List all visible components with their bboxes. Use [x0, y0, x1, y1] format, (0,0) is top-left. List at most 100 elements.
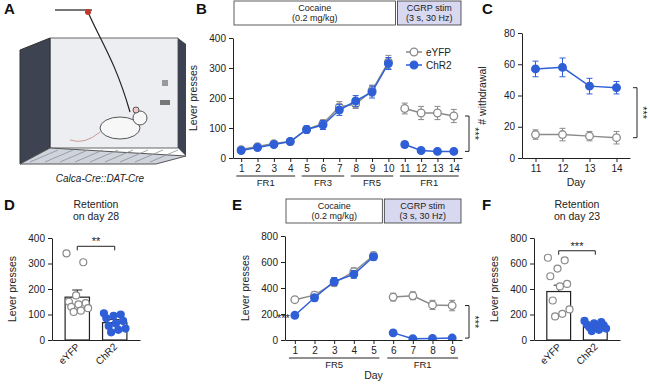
chart-title-line: Retention	[74, 198, 119, 210]
tick-mark	[48, 264, 52, 265]
line	[295, 256, 374, 300]
tick: eYFP	[56, 340, 82, 367]
error-bar	[410, 292, 416, 300]
panel: eYFPChR20100200300400Lever presses**Rete…	[6, 198, 141, 367]
point	[429, 301, 437, 309]
tick-mark	[518, 33, 522, 34]
mouse-tail	[70, 132, 100, 141]
panel-letter: E	[232, 196, 242, 213]
point	[417, 109, 425, 117]
y-axis-line	[522, 34, 523, 159]
error-bar	[336, 105, 342, 116]
line	[536, 67, 617, 87]
schedule-label: FR1	[414, 359, 432, 370]
tick: 200	[209, 93, 233, 104]
tick-label: 60	[504, 59, 516, 70]
tick-label: 40	[504, 90, 516, 101]
tick-mark	[295, 340, 296, 344]
tick-label: 8	[353, 163, 359, 174]
tick-label: 80	[504, 28, 516, 39]
tick-label: 6	[391, 345, 397, 356]
floor-grid	[30, 150, 58, 162]
tick-label: 14	[449, 163, 461, 174]
tick: 5	[371, 340, 377, 356]
session-label: Cocaine(0.2 mg/kg)	[311, 201, 357, 221]
tick-mark	[356, 158, 357, 162]
panel: 12345678910111213140100200300400Lever pr…	[187, 1, 481, 188]
light	[162, 80, 168, 86]
tick-mark	[274, 158, 275, 162]
tick-label: 200	[510, 309, 527, 320]
tick-label: 7	[337, 163, 343, 174]
tick: 200	[28, 284, 52, 295]
tick: 300	[28, 258, 52, 269]
error-bar	[430, 300, 436, 309]
point	[556, 283, 563, 290]
point	[566, 306, 573, 313]
tick: 800	[510, 233, 534, 244]
error-bar	[533, 130, 539, 139]
tick: 13	[432, 158, 444, 174]
point	[350, 271, 358, 279]
legend-item: eYFP	[406, 47, 451, 58]
tick-mark	[229, 38, 233, 39]
tick-label: 600	[510, 258, 527, 269]
point	[237, 147, 245, 155]
point	[110, 312, 117, 319]
tick-label: 0	[509, 153, 515, 164]
error-bar	[560, 58, 566, 77]
tick-mark	[334, 340, 335, 344]
tick: 100	[28, 309, 52, 320]
error-bar	[304, 126, 310, 133]
session-label-line: (3 s, 30 Hz)	[406, 13, 453, 23]
y-axis: 0100200300400	[209, 33, 233, 164]
tick: 400	[261, 283, 285, 294]
tick: 40	[504, 90, 522, 101]
tick-label: 0	[272, 335, 278, 346]
tick-label: 3	[272, 163, 278, 174]
tick-label: 0	[521, 335, 527, 346]
tick: 300	[209, 63, 233, 74]
tick-label: eYFP	[56, 341, 82, 367]
plot-area	[291, 252, 456, 340]
point	[389, 293, 397, 301]
tick-mark	[307, 158, 308, 162]
y-axis: 0 100 200 300 400	[28, 233, 52, 346]
series	[532, 58, 621, 94]
series	[291, 252, 456, 311]
chart-title: Retentionon day 28	[73, 198, 119, 222]
tick-mark	[590, 158, 591, 162]
y-axis-title: Lever presses	[488, 256, 500, 322]
tick-mark	[518, 64, 522, 65]
x-axis: 1234567891011121314	[234, 158, 463, 174]
point	[270, 141, 278, 149]
tick-label: 0	[39, 335, 45, 346]
tick-mark	[452, 340, 453, 344]
session-label-line: Cocaine	[298, 3, 331, 13]
error-bar	[418, 106, 424, 119]
tick-label: 6	[321, 163, 327, 174]
point	[450, 148, 458, 156]
error-bar	[351, 270, 357, 278]
y-axis-line	[233, 39, 234, 159]
box-floor	[20, 148, 186, 164]
tick-mark	[229, 98, 233, 99]
tick-label: 200	[209, 93, 226, 104]
tick-label: 8	[430, 345, 436, 356]
cable	[88, 12, 130, 112]
significance-bracket	[465, 116, 469, 151]
point	[554, 265, 561, 272]
tick-mark	[241, 158, 242, 162]
significance-bracket	[465, 306, 469, 339]
session-label-line: CGRP stim	[407, 3, 452, 13]
tick: ChR2	[574, 340, 600, 367]
tick: 400	[28, 233, 52, 244]
point	[559, 131, 567, 139]
x-axis-line	[523, 158, 631, 159]
point	[352, 97, 360, 105]
tick-mark	[421, 158, 422, 162]
tick-label: 0	[220, 153, 226, 164]
tick-mark	[518, 96, 522, 97]
tick-label: 9	[370, 163, 376, 174]
point	[85, 305, 92, 312]
